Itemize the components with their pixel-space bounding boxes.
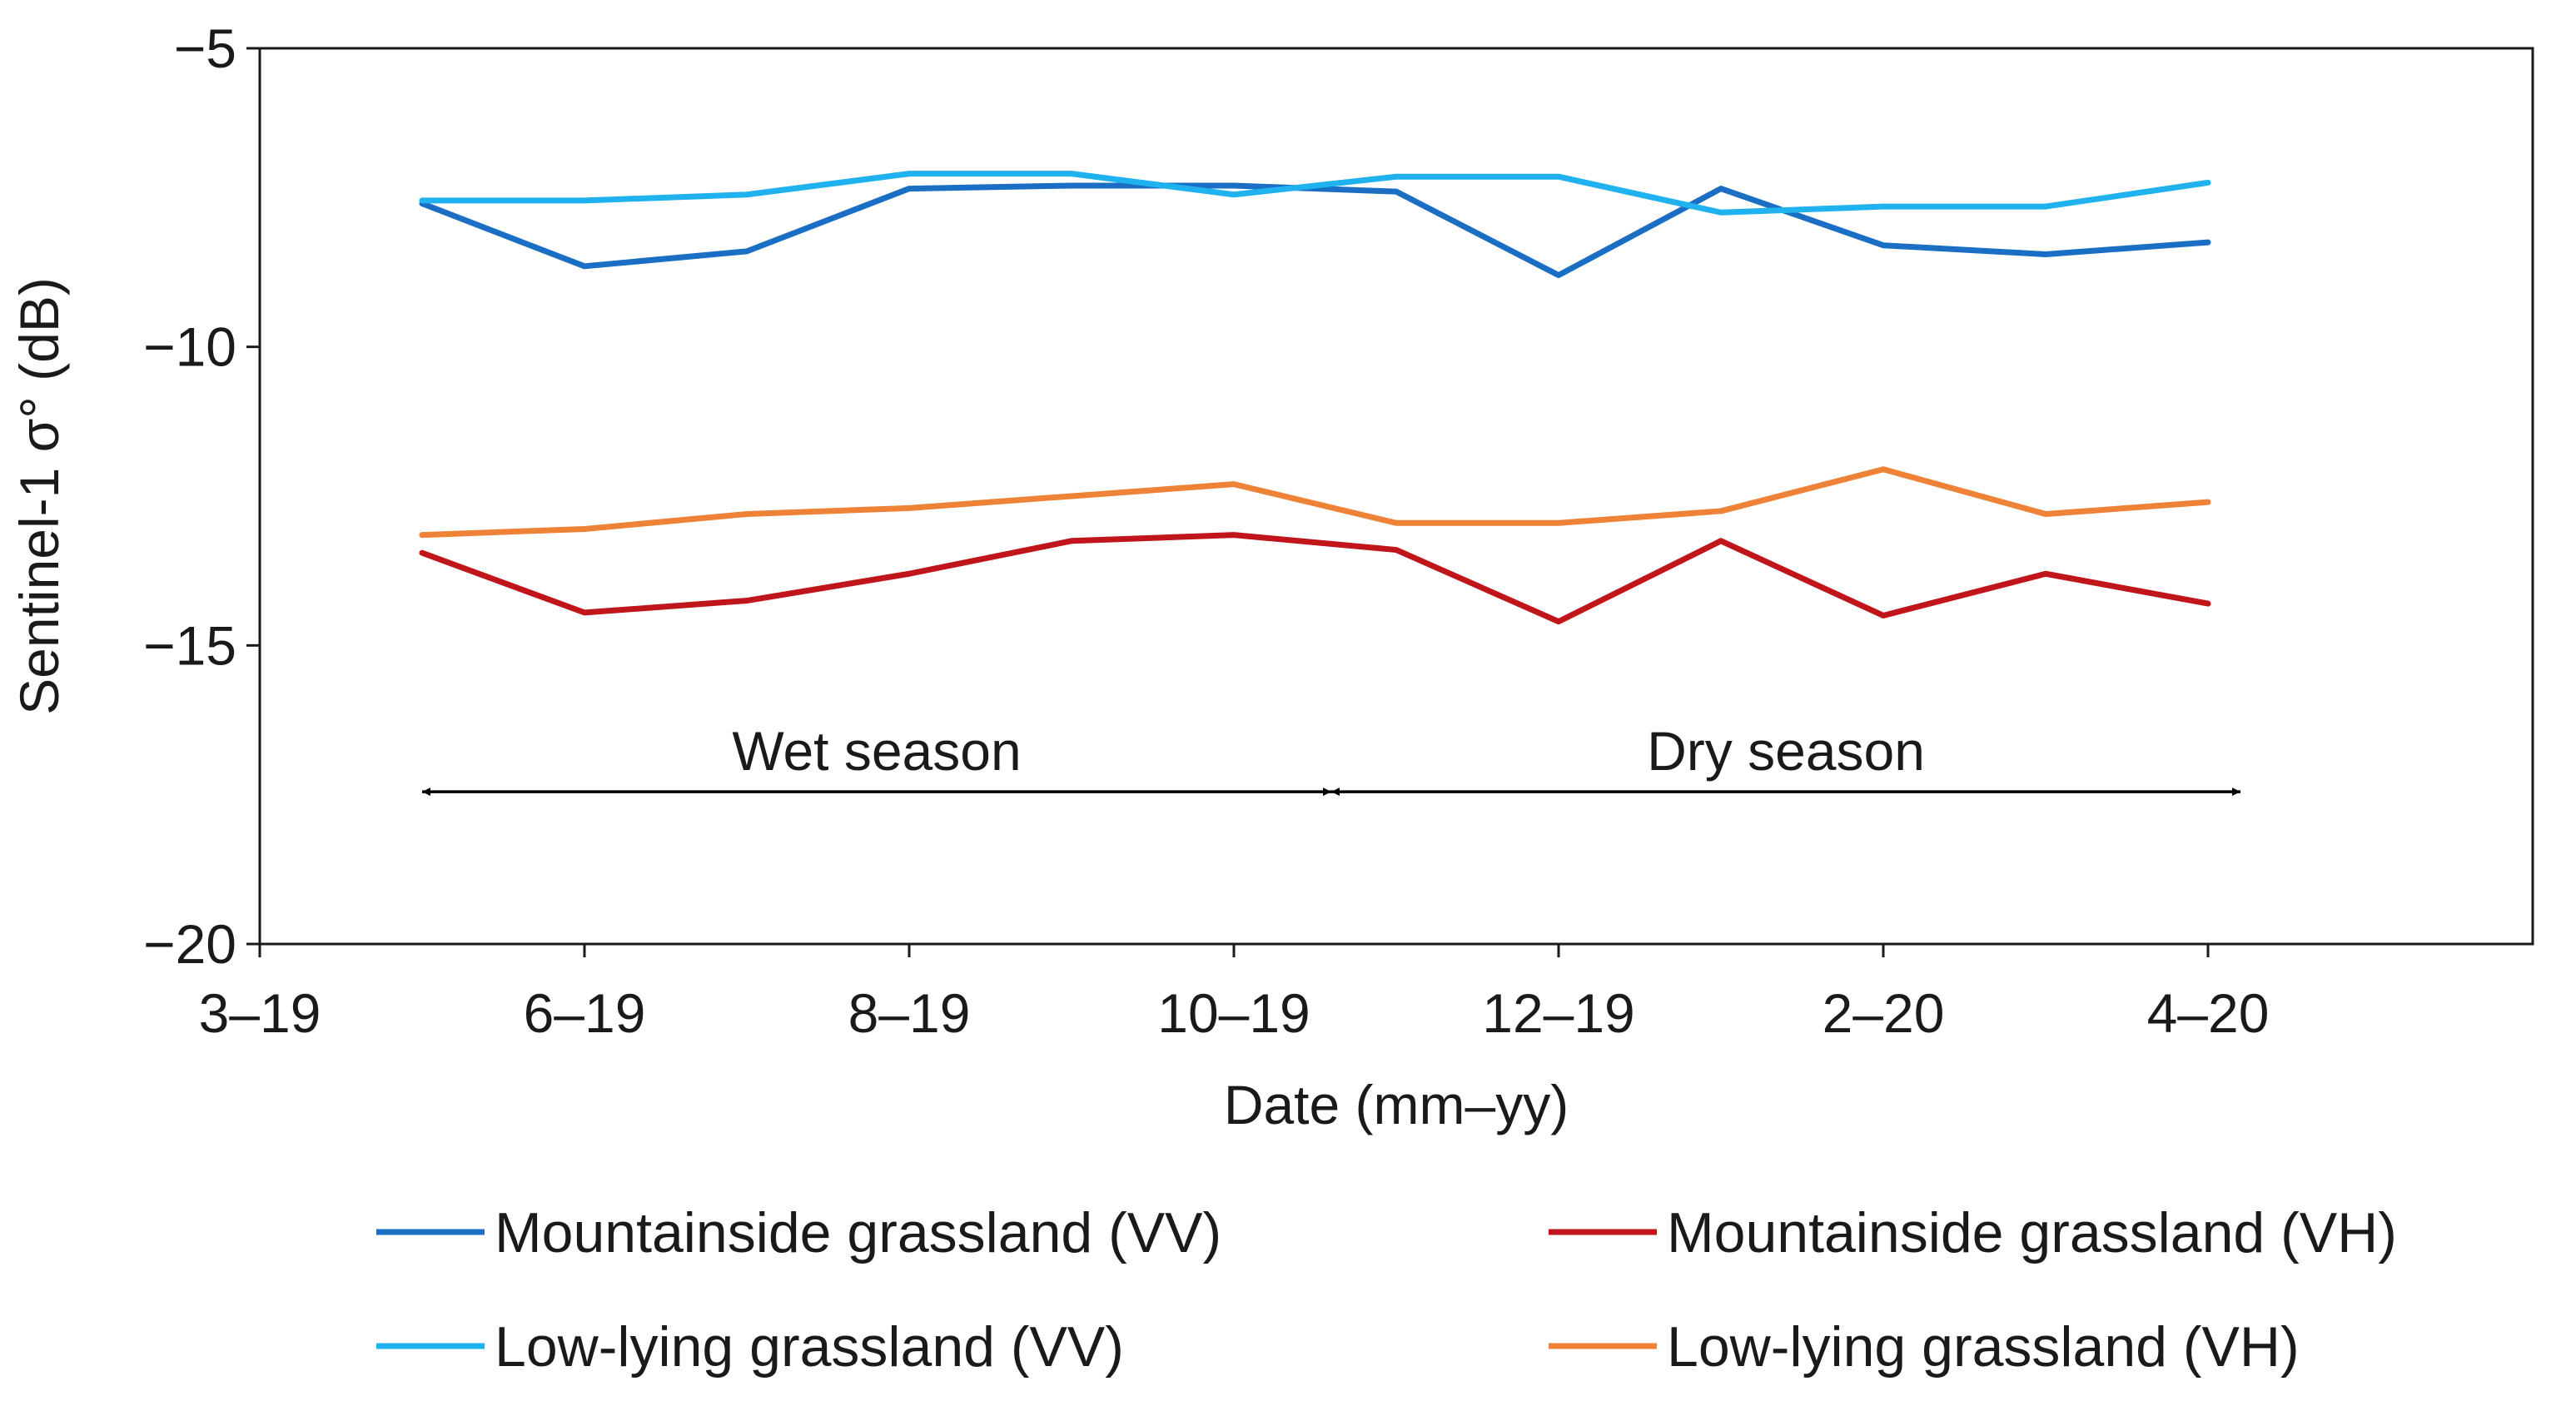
x-tick-label: 10–19 — [1157, 982, 1310, 1044]
y-axis: −5 −10 −15 −20 — [143, 17, 260, 975]
season-label-1: Dry season — [1647, 720, 1925, 782]
season-annotations: Wet season Dry season — [422, 720, 2240, 797]
legend-label-3: Low-lying grassland (VH) — [1667, 1315, 2300, 1379]
y-axis-title: Sentinel-1 σ° (dB) — [8, 277, 70, 715]
series-lines — [419, 171, 2211, 625]
y-tick-label: −10 — [143, 316, 236, 378]
x-axis: 3–19 6–19 8–19 10–19 12–19 2–20 4–20 — [199, 944, 2270, 1044]
y-tick-label: −20 — [143, 913, 236, 975]
series-line-2 — [419, 532, 2211, 625]
legend-label-2: Mountainside grassland (VH) — [1667, 1201, 2397, 1264]
x-tick-label: 4–20 — [2147, 982, 2270, 1044]
plot-area-frame — [258, 47, 2534, 946]
x-tick-label: 6–19 — [524, 982, 646, 1044]
y-tick-label: −5 — [174, 17, 236, 79]
series-line-0 — [419, 182, 2211, 279]
legend-label-0: Mountainside grassland (VV) — [495, 1201, 1221, 1264]
series-line-1 — [419, 171, 2211, 216]
legend-label-1: Low-lying grassland (VV) — [495, 1315, 1124, 1379]
season-label-0: Wet season — [732, 720, 1021, 782]
series-line-3 — [419, 466, 2211, 539]
y-tick-label: −15 — [143, 614, 236, 676]
x-tick-label: 12–19 — [1482, 982, 1635, 1044]
x-axis-title: Date (mm–yy) — [1224, 1074, 1569, 1135]
x-tick-label: 3–19 — [199, 982, 321, 1044]
legend: Mountainside grassland (VV) Mountainside … — [376, 1201, 2397, 1379]
x-tick-label: 2–20 — [1823, 982, 1945, 1044]
x-tick-label: 8–19 — [848, 982, 971, 1044]
